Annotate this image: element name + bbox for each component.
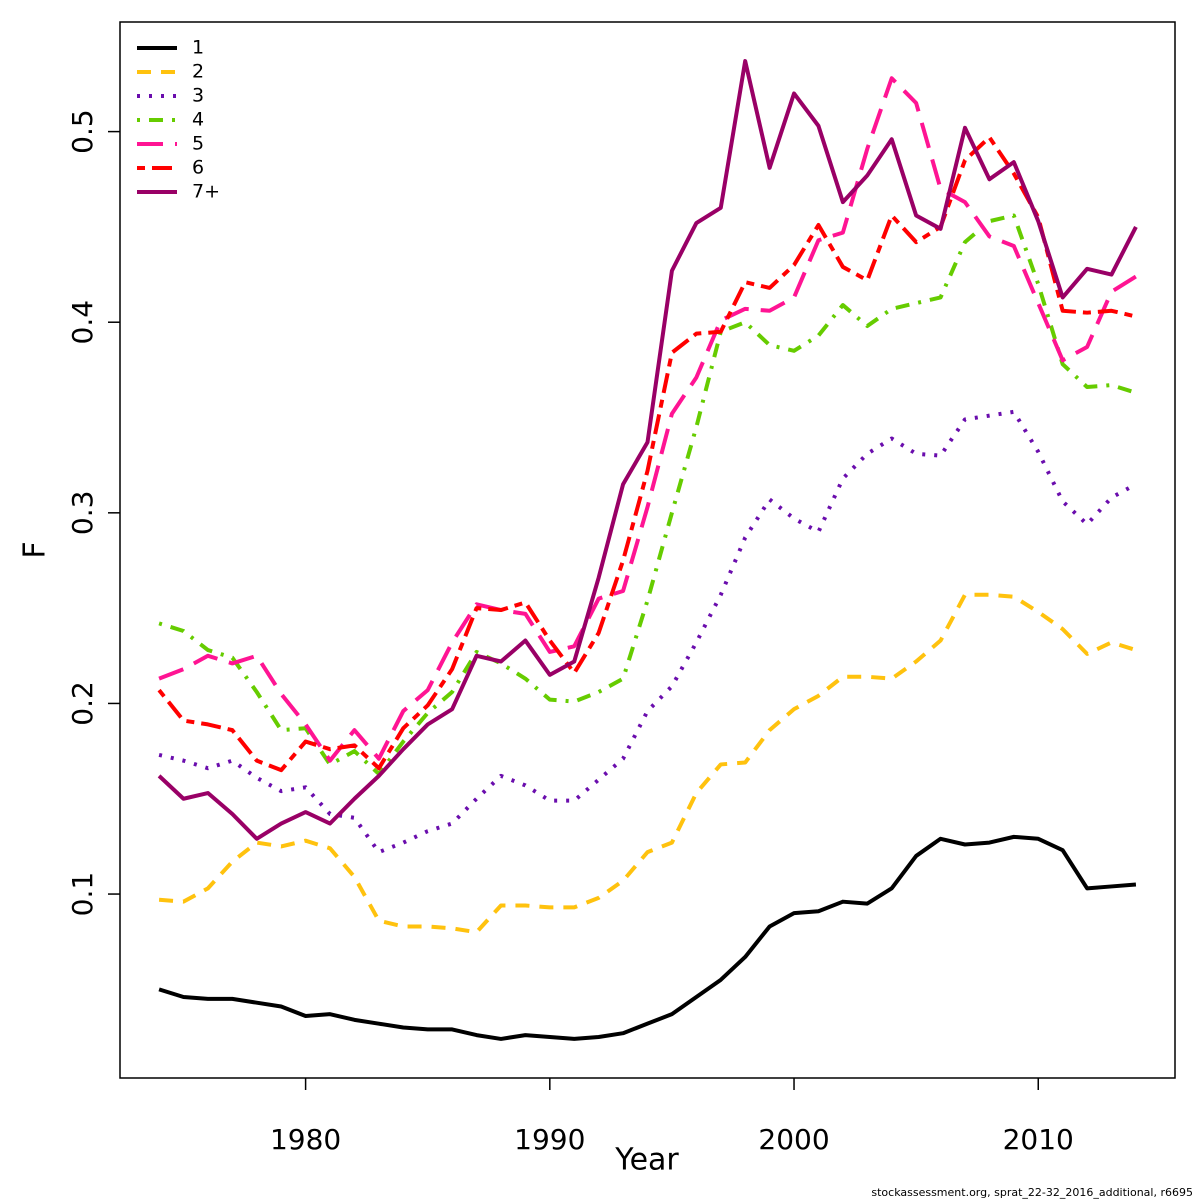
- legend-label: 7+: [192, 181, 220, 203]
- x-tick-label: 2010: [1003, 1123, 1074, 1156]
- series-line: [158, 76, 1137, 763]
- series-line: [158, 834, 1137, 1041]
- legend-label: 2: [192, 61, 204, 83]
- x-tick-label: 1990: [514, 1123, 585, 1156]
- legend-label: 3: [192, 85, 204, 107]
- x-axis-label: Year: [614, 1143, 679, 1178]
- x-tick-label: 1980: [270, 1123, 341, 1156]
- x-tick-label: 2000: [758, 1123, 829, 1156]
- y-axis-label: F: [18, 541, 53, 558]
- plot-box: [119, 21, 1176, 1079]
- legend-label: 6: [192, 157, 204, 179]
- y-tick-label: 0.3: [66, 491, 99, 536]
- y-tick-label: 0.2: [66, 681, 99, 726]
- legend-label: 5: [192, 133, 204, 155]
- legend-label: 4: [192, 109, 204, 131]
- series-line: [158, 409, 1137, 855]
- footnote: stockassessment.org, sprat_22-32_2016_ad…: [871, 1186, 1193, 1199]
- series-line: [158, 213, 1137, 776]
- y-tick-label: 0.1: [66, 872, 99, 917]
- series-line: [158, 592, 1137, 935]
- y-tick-label: 0.4: [66, 300, 99, 345]
- series-line: [157, 59, 1138, 841]
- series-line: [157, 135, 1137, 773]
- y-tick-label: 0.5: [66, 109, 99, 154]
- legend-label: 1: [192, 37, 204, 59]
